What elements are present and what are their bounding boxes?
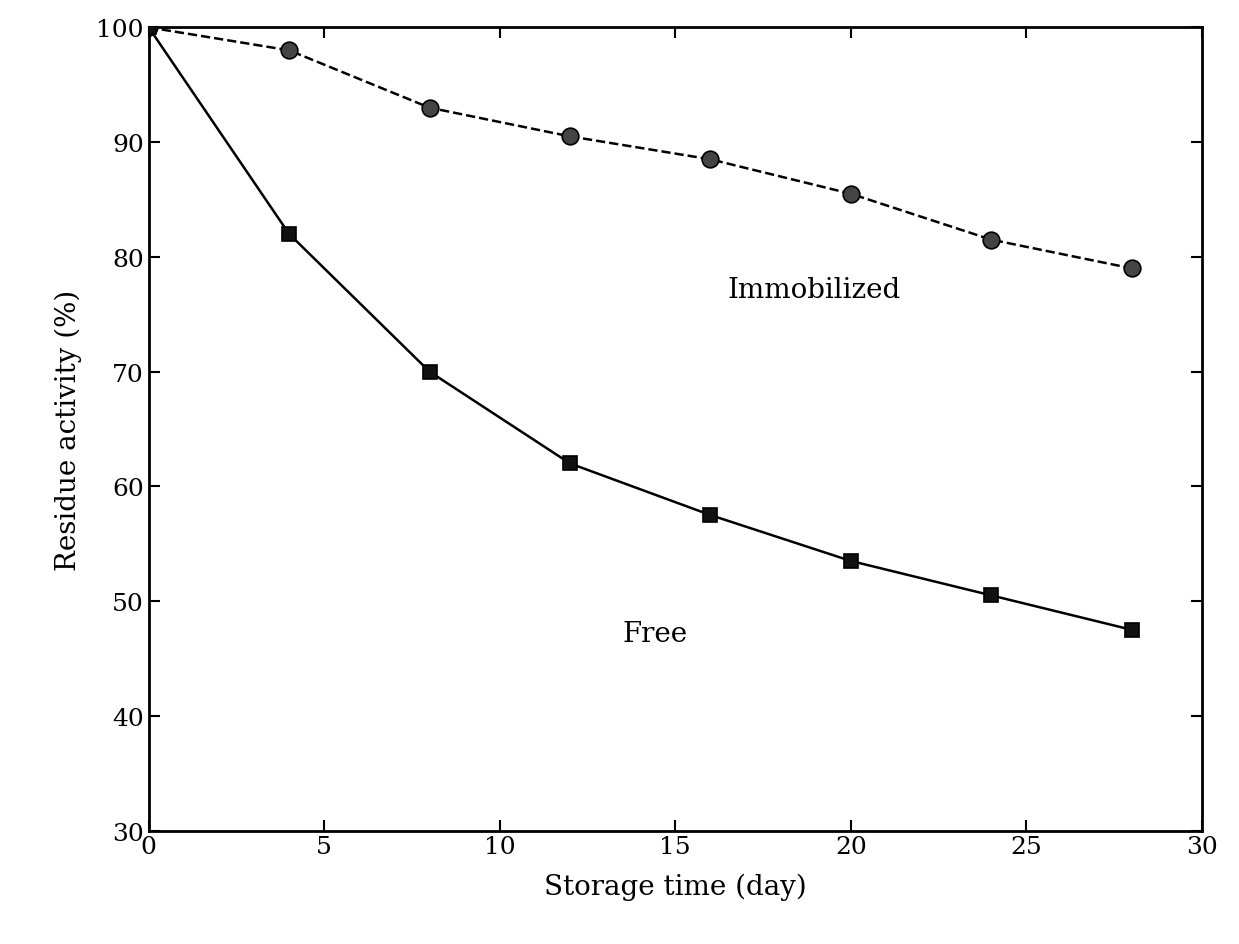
X-axis label: Storage time (day): Storage time (day) [544, 872, 807, 900]
Text: Immobilized: Immobilized [727, 277, 901, 304]
Text: Free: Free [622, 620, 688, 648]
Y-axis label: Residue activity (%): Residue activity (%) [55, 289, 83, 570]
